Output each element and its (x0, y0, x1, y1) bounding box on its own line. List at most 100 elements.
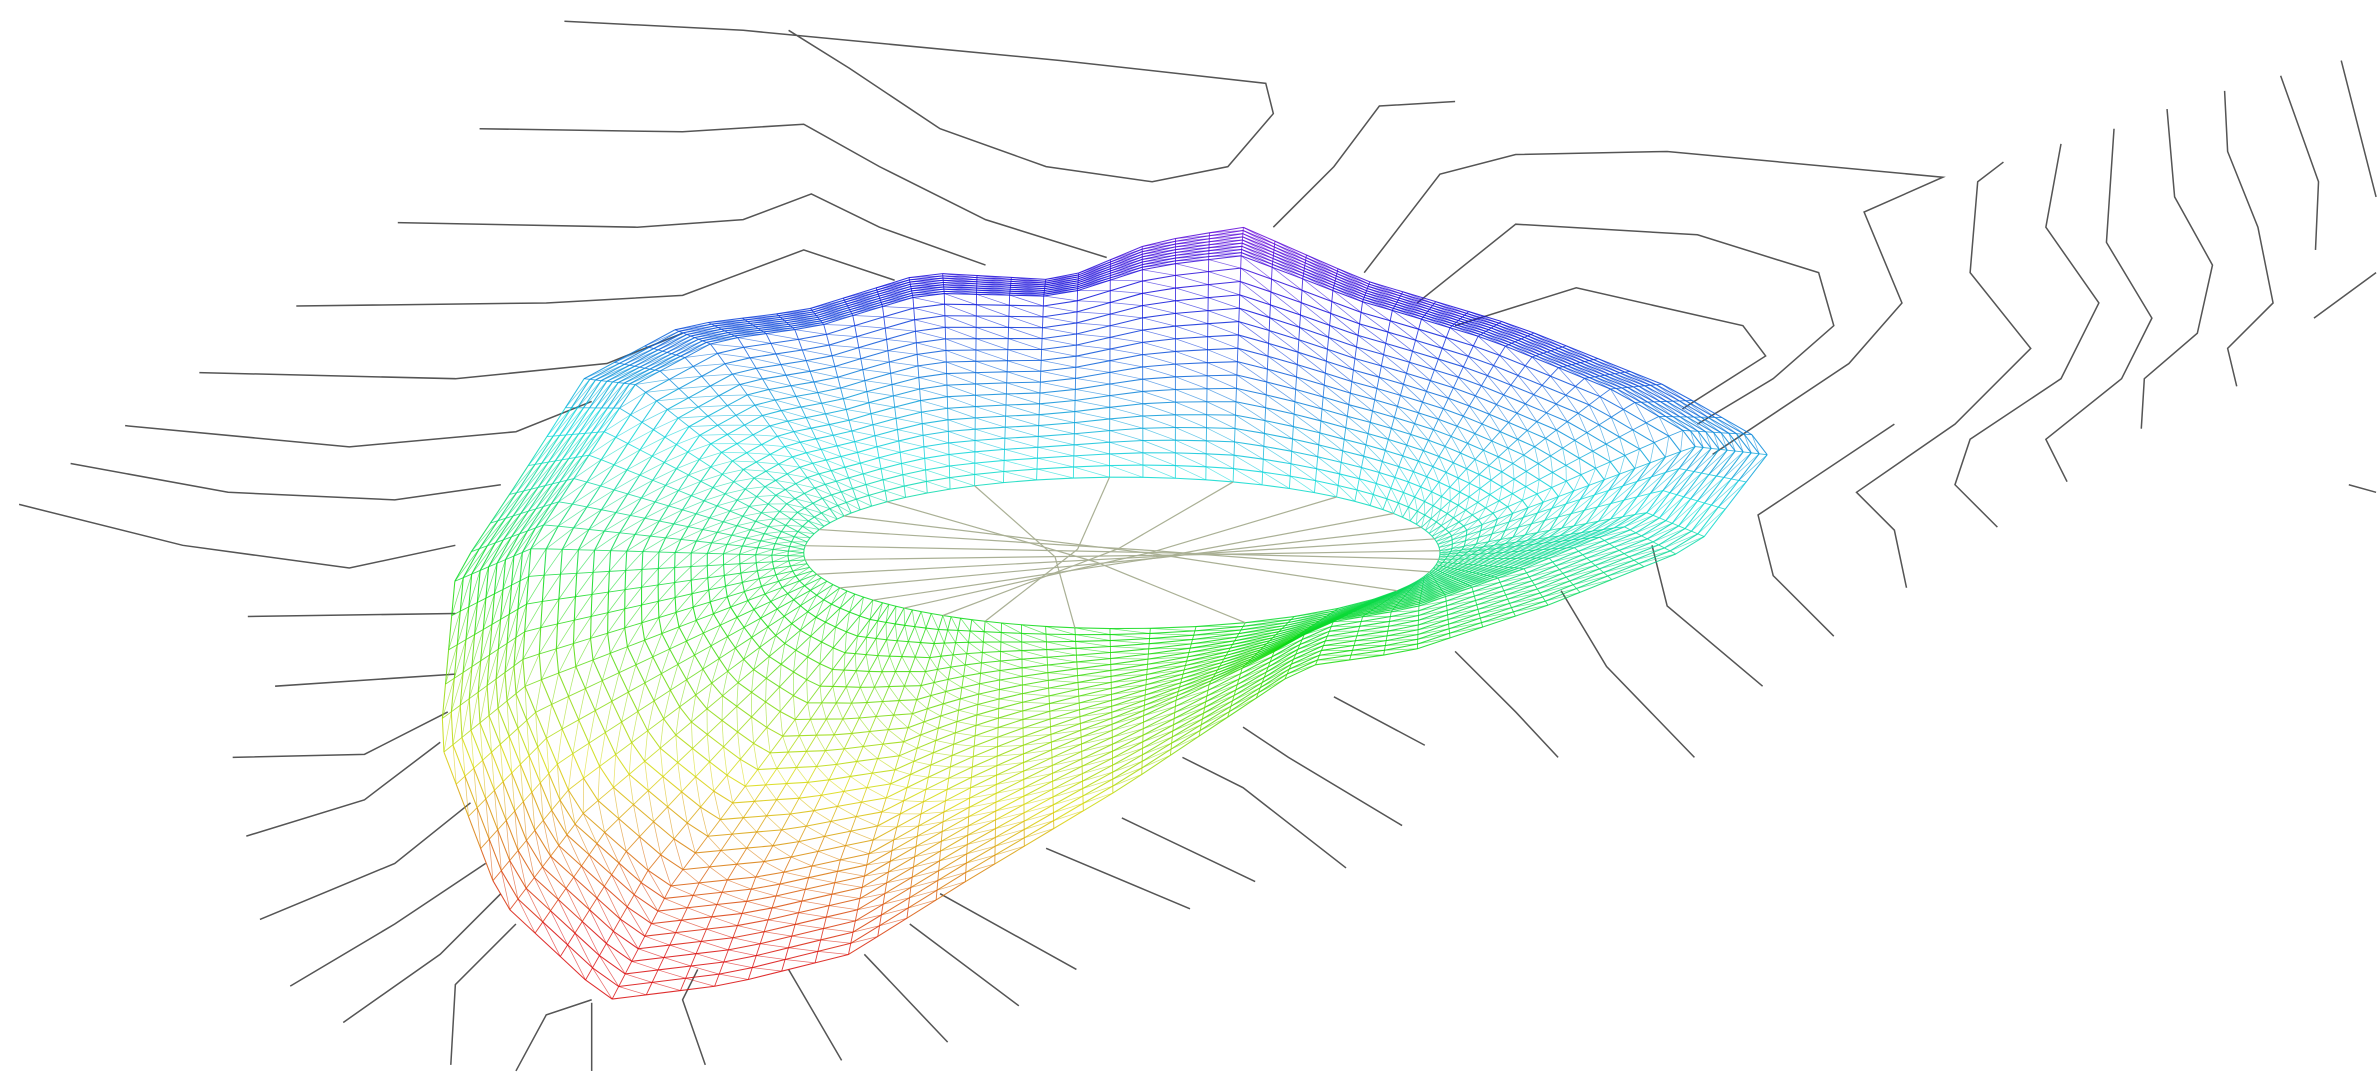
mesh-edge (708, 589, 711, 603)
mesh-edge (1076, 657, 1111, 663)
mesh-edge (1541, 384, 1566, 396)
mesh-edge (1466, 459, 1476, 470)
mesh-edge (1209, 226, 1244, 234)
mesh-edge (1191, 636, 1237, 645)
mesh-edge (1262, 471, 1291, 477)
mesh-edge (1075, 377, 1110, 385)
mesh-edge (931, 613, 943, 617)
mesh-edge (1475, 590, 1505, 601)
mesh-edge (1586, 432, 1594, 452)
mesh-edge (1508, 507, 1529, 523)
mesh-edge (1550, 447, 1563, 457)
mesh-edge (1052, 758, 1083, 774)
mesh-edge (1515, 532, 1538, 543)
mesh-edge (717, 424, 728, 435)
mesh-edge (895, 605, 905, 609)
mesh-edge (787, 555, 790, 561)
mesh-edge (1650, 490, 1664, 494)
mesh-edge (1629, 370, 1663, 385)
mesh-edge (1363, 296, 1395, 307)
mesh-edge (1300, 314, 1329, 338)
mesh-edge (1352, 644, 1386, 651)
mesh-edge (677, 417, 690, 427)
mesh-edge (1448, 521, 1460, 533)
mesh-edge (1558, 367, 1576, 387)
mesh-edge (1498, 456, 1513, 464)
mesh-edge (1584, 377, 1590, 379)
mesh-edge (1562, 447, 1580, 459)
mesh-edge (809, 370, 838, 378)
mesh-edge (1488, 414, 1501, 432)
mesh-edge (1468, 395, 1476, 407)
mesh-edge (825, 621, 836, 628)
mesh-edge (808, 516, 815, 522)
mesh-edge (1295, 376, 1297, 390)
mesh-edge (762, 415, 788, 422)
mesh-edge (1604, 529, 1631, 541)
mesh-edge (653, 332, 684, 350)
mesh-edge (1650, 384, 1674, 402)
contour-line (1363, 150, 1946, 456)
mesh-edge (1516, 403, 1526, 414)
mesh-edge (1426, 476, 1440, 483)
mesh-edge (884, 490, 888, 502)
mesh-edge (555, 623, 559, 649)
mesh-edge (662, 350, 668, 353)
mesh-edge (1392, 310, 1419, 330)
mesh-edge (1295, 389, 1323, 410)
mesh-edge (1358, 467, 1362, 479)
mesh-edge (1354, 357, 1382, 367)
mesh-edge (723, 746, 741, 760)
mesh-edge (1669, 469, 1688, 493)
mesh-edge (1464, 314, 1497, 326)
mesh-edge (1240, 267, 1272, 293)
mesh-edge (1669, 550, 1677, 555)
mesh-edge (1291, 450, 1318, 458)
mesh-edge (1565, 490, 1575, 505)
mesh-edge (542, 819, 560, 846)
mesh-edge (781, 587, 789, 594)
mesh-edge (996, 761, 1024, 776)
mesh-edge (890, 373, 893, 385)
mesh-edge (1507, 438, 1518, 449)
mesh-edge (927, 703, 944, 710)
mesh-edge (805, 360, 811, 372)
mesh-edge (1272, 258, 1305, 272)
mesh-edge (1623, 553, 1630, 558)
mesh-edge (1624, 448, 1640, 456)
mesh-edge (1209, 233, 1243, 240)
mesh-edge (1038, 422, 1075, 427)
mesh-edge (1148, 643, 1192, 650)
mesh-edge (1293, 645, 1324, 660)
mesh-edge (1083, 792, 1114, 812)
mesh-edge (1402, 444, 1408, 457)
mesh-edge (1142, 312, 1176, 319)
mesh-edge (1588, 404, 1612, 418)
mesh-edge (614, 346, 650, 363)
mesh-edge (1385, 331, 1389, 344)
mesh-edge (1595, 467, 1605, 480)
mesh-edge (1398, 295, 1401, 299)
mesh-edge (1499, 422, 1509, 432)
mesh-edge (894, 407, 897, 419)
mesh-edge (1393, 306, 1396, 309)
mesh-edge (1690, 498, 1698, 502)
mesh-edge (572, 643, 577, 667)
mesh-edge (1359, 478, 1377, 485)
mesh-edge (1521, 500, 1529, 509)
mesh-edge (1492, 500, 1500, 514)
mesh-edge (848, 935, 879, 955)
mesh-edge (1175, 439, 1207, 455)
mesh-edge (1438, 408, 1444, 420)
mesh-edge (1175, 235, 1210, 242)
mesh-edge (1330, 312, 1360, 325)
mesh-edge (1693, 448, 1712, 472)
mesh-edge (1110, 279, 1143, 282)
mesh-edge (1676, 472, 1702, 496)
mesh-edge (1622, 496, 1638, 518)
mesh-edge (744, 424, 770, 427)
mesh-edge (1110, 638, 1150, 642)
mesh-edge (548, 773, 561, 801)
mesh-edge (920, 412, 923, 424)
mesh-edge (884, 490, 906, 498)
